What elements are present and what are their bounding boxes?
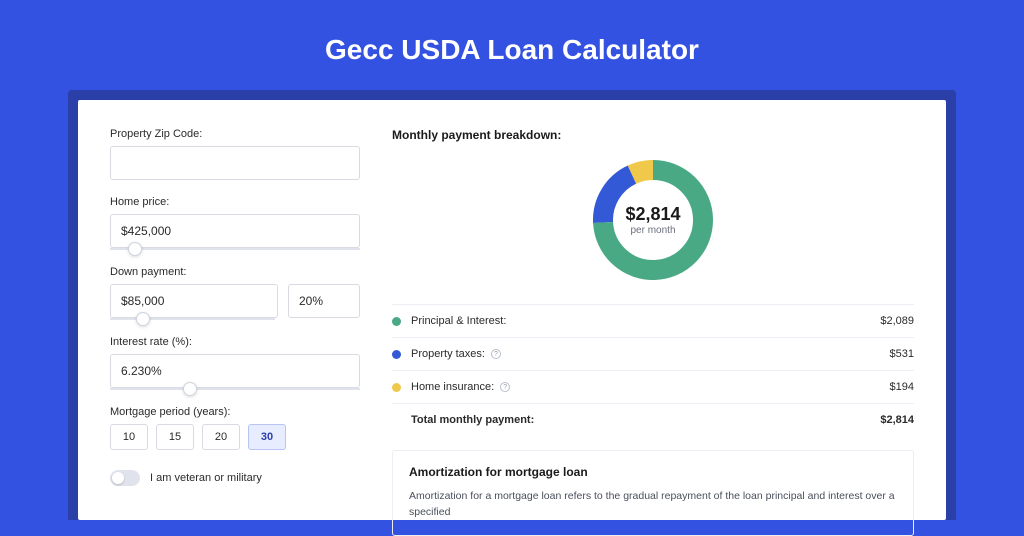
legend-value: $531 <box>890 348 914 360</box>
mortgage-period-option-15[interactable]: 15 <box>156 424 194 450</box>
veteran-toggle-row: I am veteran or military <box>110 470 360 486</box>
info-icon[interactable]: ? <box>491 349 501 359</box>
veteran-toggle-knob <box>112 472 124 484</box>
legend-row: Property taxes:?$531 <box>392 338 914 371</box>
legend-label: Home insurance:? <box>411 381 890 393</box>
legend-dot <box>392 383 401 392</box>
zip-field: Property Zip Code: <box>110 128 360 180</box>
mortgage-period-label: Mortgage period (years): <box>110 406 360 418</box>
legend-total-label: Total monthly payment: <box>411 414 880 426</box>
interest-rate-slider-thumb[interactable] <box>183 382 197 396</box>
payment-donut-chart: $2,814 per month <box>589 156 717 284</box>
veteran-toggle-label: I am veteran or military <box>150 472 262 484</box>
breakdown-column: Monthly payment breakdown: $2,814 per mo… <box>392 128 914 520</box>
donut-center: $2,814 per month <box>589 156 717 284</box>
interest-rate-label: Interest rate (%): <box>110 336 360 348</box>
down-payment-field: Down payment: <box>110 266 360 320</box>
legend-row: Home insurance:?$194 <box>392 371 914 404</box>
down-payment-amount-input[interactable] <box>110 284 278 318</box>
legend-total-value: $2,814 <box>880 414 914 426</box>
amortization-text: Amortization for a mortgage loan refers … <box>409 489 897 521</box>
interest-rate-field: Interest rate (%): <box>110 336 360 390</box>
mortgage-period-option-20[interactable]: 20 <box>202 424 240 450</box>
donut-amount: $2,814 <box>625 204 680 225</box>
legend-dot <box>392 350 401 359</box>
legend-row: Principal & Interest:$2,089 <box>392 305 914 338</box>
zip-input[interactable] <box>110 146 360 180</box>
breakdown-title: Monthly payment breakdown: <box>392 128 914 142</box>
amortization-title: Amortization for mortgage loan <box>409 465 897 479</box>
legend-dot <box>392 317 401 326</box>
zip-label: Property Zip Code: <box>110 128 360 140</box>
down-payment-label: Down payment: <box>110 266 360 278</box>
mortgage-period-option-30[interactable]: 30 <box>248 424 286 450</box>
down-payment-pct-input[interactable] <box>288 284 360 318</box>
home-price-field: Home price: <box>110 196 360 250</box>
home-price-input[interactable] <box>110 214 360 248</box>
mortgage-period-option-10[interactable]: 10 <box>110 424 148 450</box>
mortgage-period-options: 10 15 20 30 <box>110 424 360 450</box>
home-price-slider-thumb[interactable] <box>128 242 142 256</box>
interest-rate-input[interactable] <box>110 354 360 388</box>
donut-container: $2,814 per month <box>392 156 914 284</box>
home-price-slider[interactable] <box>110 248 360 250</box>
breakdown-legend: Principal & Interest:$2,089Property taxe… <box>392 304 914 436</box>
calculator-card: Property Zip Code: Home price: Down paym… <box>78 100 946 520</box>
down-payment-slider-thumb[interactable] <box>136 312 150 326</box>
page-title: Gecc USDA Loan Calculator <box>0 0 1024 90</box>
amortization-section: Amortization for mortgage loan Amortizat… <box>392 450 914 536</box>
form-column: Property Zip Code: Home price: Down paym… <box>110 128 360 520</box>
legend-value: $2,089 <box>880 315 914 327</box>
info-icon[interactable]: ? <box>500 382 510 392</box>
home-price-label: Home price: <box>110 196 360 208</box>
down-payment-slider[interactable] <box>110 318 275 320</box>
card-shadow: Property Zip Code: Home price: Down paym… <box>68 90 956 520</box>
veteran-toggle[interactable] <box>110 470 140 486</box>
interest-rate-slider[interactable] <box>110 388 360 390</box>
legend-total-row: Total monthly payment:$2,814 <box>392 404 914 436</box>
donut-subtext: per month <box>630 225 675 236</box>
legend-label: Property taxes:? <box>411 348 890 360</box>
legend-value: $194 <box>890 381 914 393</box>
mortgage-period-field: Mortgage period (years): 10 15 20 30 <box>110 406 360 450</box>
legend-label: Principal & Interest: <box>411 315 880 327</box>
